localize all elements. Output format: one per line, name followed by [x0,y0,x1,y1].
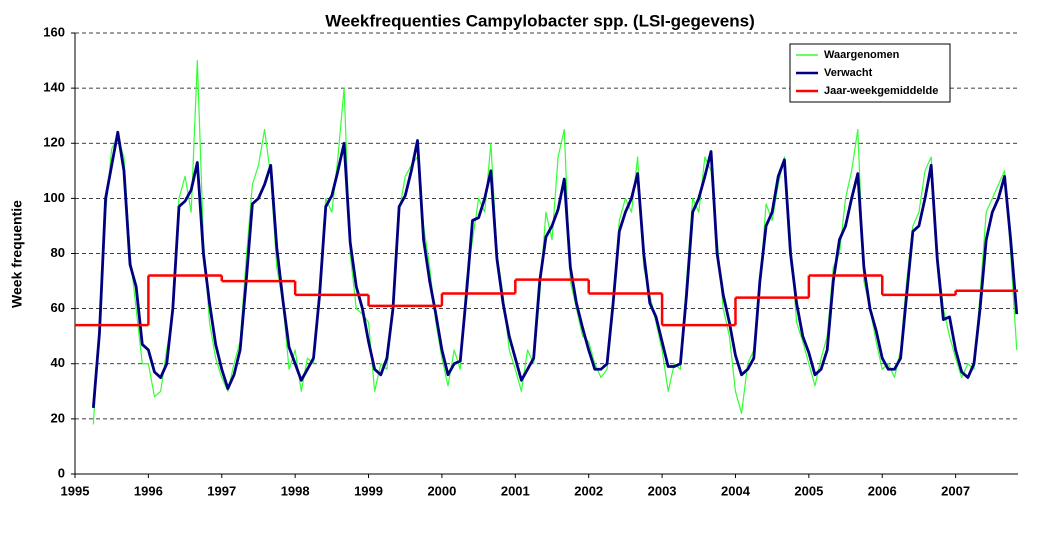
series-line [91,130,1019,408]
x-tick-label: 2000 [427,483,456,498]
legend-label: Waargenomen [824,49,900,61]
x-tick-label: 2001 [501,483,530,498]
y-tick-label: 80 [51,245,65,260]
chart-title: Weekfrequenties Campylobacter spp. (LSI-… [325,11,755,30]
y-tick-label: 0 [58,465,65,480]
y-tick-label: 140 [43,80,65,95]
y-axis-label: Week frequentie [9,200,25,308]
x-tick-label: 2005 [794,483,823,498]
x-tick-label: 2002 [574,483,603,498]
y-tick-label: 120 [43,135,65,150]
x-tick-label: 1996 [134,483,163,498]
y-tick-label: 40 [51,355,65,370]
legend-label: Verwacht [824,67,873,79]
x-tick-label: 2006 [868,483,897,498]
y-tick-label: 20 [51,410,65,425]
legend-label: Jaar-weekgemiddelde [824,85,938,97]
x-tick-label: 2003 [648,483,677,498]
x-tick-label: 2004 [721,483,751,498]
x-tick-label: 1995 [61,483,90,498]
y-tick-label: 160 [43,24,65,39]
y-tick-label: 100 [43,190,65,205]
x-tick-label: 1998 [281,483,310,498]
x-tick-label: 2007 [941,483,970,498]
y-tick-label: 60 [51,300,65,315]
x-tick-label: 1999 [354,483,383,498]
x-tick-label: 1997 [207,483,236,498]
